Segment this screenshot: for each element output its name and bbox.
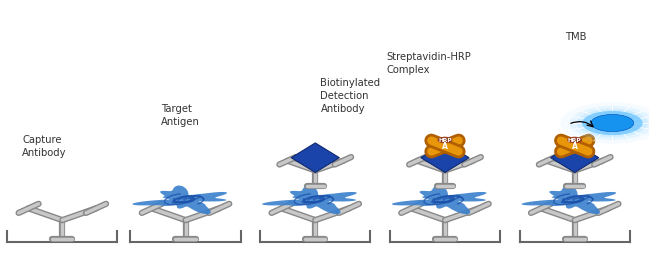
Text: TMB: TMB	[565, 32, 586, 42]
Polygon shape	[133, 186, 227, 214]
Circle shape	[438, 137, 452, 143]
Text: HRP: HRP	[438, 138, 452, 142]
Polygon shape	[551, 143, 599, 172]
Circle shape	[582, 111, 643, 135]
Text: Streptavidin-HRP
Complex: Streptavidin-HRP Complex	[387, 53, 471, 75]
Text: A: A	[442, 141, 448, 151]
Polygon shape	[392, 186, 486, 214]
Circle shape	[568, 137, 582, 143]
Circle shape	[577, 109, 648, 137]
Text: Target
Antigen: Target Antigen	[161, 104, 200, 127]
Polygon shape	[262, 186, 357, 214]
Polygon shape	[291, 143, 339, 172]
Text: Biotinylated
Detection
Antibody: Biotinylated Detection Antibody	[320, 78, 381, 114]
Circle shape	[569, 106, 650, 140]
Circle shape	[560, 102, 650, 144]
Polygon shape	[521, 186, 616, 214]
Text: Capture
Antibody: Capture Antibody	[22, 135, 66, 158]
Text: A: A	[572, 141, 578, 151]
Polygon shape	[421, 143, 469, 172]
Circle shape	[591, 114, 634, 132]
Text: HRP: HRP	[568, 138, 582, 142]
